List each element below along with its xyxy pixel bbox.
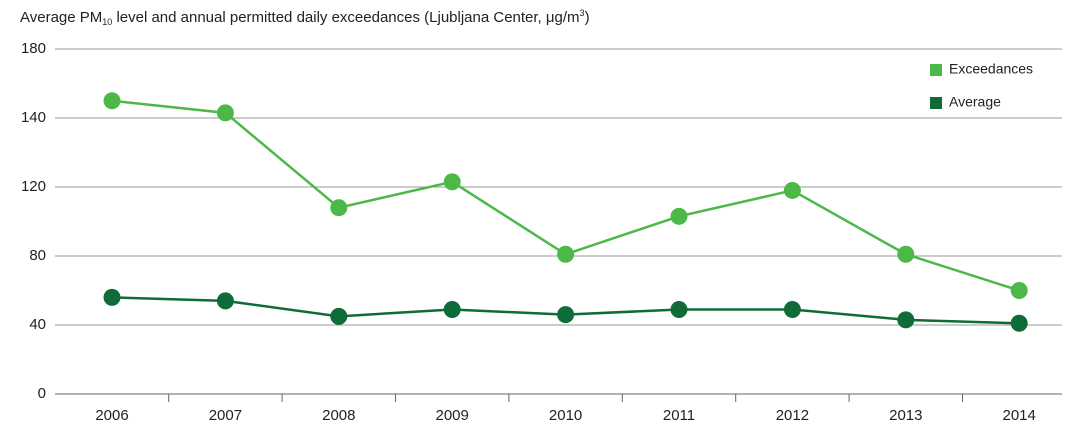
title-part: Average PM xyxy=(20,9,102,26)
x-tick-label: 2011 xyxy=(663,407,695,424)
title-superscript: 3 xyxy=(580,8,585,18)
legend-swatch xyxy=(930,97,942,109)
legend-label: Average xyxy=(949,94,1001,110)
x-tick-label: 2014 xyxy=(1003,407,1036,424)
y-tick-label: 0 xyxy=(38,385,46,402)
data-point xyxy=(443,300,461,318)
data-point xyxy=(330,307,348,325)
x-tick-label: 2009 xyxy=(436,407,469,424)
data-point xyxy=(783,300,801,318)
data-point xyxy=(783,181,801,199)
x-tick-label: 2012 xyxy=(776,407,809,424)
y-tick-label: 80 xyxy=(29,247,46,264)
chart-title: Average PM10 level and annual permitted … xyxy=(20,8,590,27)
data-point xyxy=(1010,282,1028,299)
data-point xyxy=(897,245,915,263)
x-tick-label: 2010 xyxy=(549,407,582,424)
data-point xyxy=(443,173,461,191)
data-point xyxy=(330,199,348,217)
data-point xyxy=(216,292,234,310)
legend-label: Exceedances xyxy=(949,61,1033,77)
data-point xyxy=(557,306,575,324)
data-point xyxy=(103,288,121,306)
data-point xyxy=(557,245,575,263)
x-tick-label: 2006 xyxy=(95,407,128,424)
data-point xyxy=(897,311,915,329)
x-tick-label: 2007 xyxy=(209,407,242,424)
y-tick-label: 120 xyxy=(21,178,46,195)
x-tick-label: 2013 xyxy=(889,407,922,424)
legend-swatch xyxy=(930,64,942,76)
x-tick-label: 2008 xyxy=(322,407,355,424)
title-subscript: 10 xyxy=(102,17,112,27)
title-part: ) xyxy=(585,9,590,26)
data-point xyxy=(670,207,688,225)
data-point xyxy=(1010,314,1028,332)
data-point xyxy=(670,300,688,318)
data-point xyxy=(103,92,121,110)
data-point xyxy=(216,104,234,122)
y-tick-label: 40 xyxy=(29,316,46,333)
title-part: level and annual permitted daily exceeda… xyxy=(112,9,579,26)
y-tick-label: 140 xyxy=(21,109,46,126)
y-tick-label: 180 xyxy=(21,40,46,57)
